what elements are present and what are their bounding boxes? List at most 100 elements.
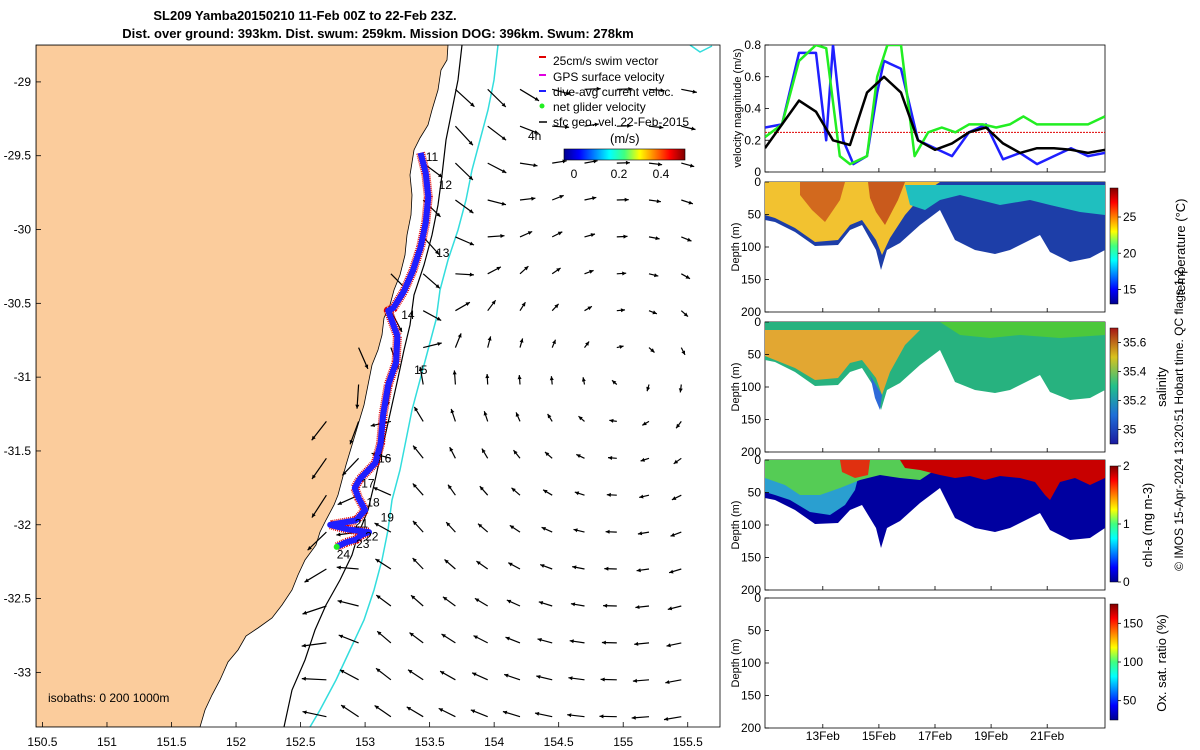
chlorophyll-high-surface [900, 460, 1105, 500]
geo-vector-head [437, 342, 442, 346]
day-label: 14 [401, 308, 415, 322]
geo-vector-head [567, 713, 572, 718]
map-colorbar [563, 148, 686, 161]
colorbar-tick-label: 35.4 [1123, 365, 1147, 379]
geo-vector-head [624, 197, 629, 202]
geo-vector-head [465, 302, 470, 306]
salinity-clabel: salinity [1154, 367, 1169, 407]
geo-vector-head [457, 333, 462, 338]
track-line [327, 152, 432, 550]
geo-vector-head [600, 677, 605, 682]
geo-vector-head [302, 710, 307, 715]
geo-vector-head [483, 411, 488, 416]
geo-vector-head [691, 126, 696, 131]
day-label: 17 [361, 476, 375, 490]
oxygen-colorbar [1109, 603, 1119, 721]
geo-vector-head [637, 531, 643, 536]
geo-vector-head [601, 640, 606, 645]
geo-vector-head [412, 558, 417, 563]
day-label: 18 [366, 496, 380, 510]
geo-vector-head [566, 91, 571, 96]
geo-vector-head [304, 578, 309, 583]
velocity-ylabel: velocity magnitude (m/s) [732, 48, 744, 167]
geo-vector-head [654, 273, 659, 278]
geo-vector-head [634, 641, 639, 646]
geo-vector-head [338, 634, 344, 639]
depth-tick-label: 50 [748, 624, 762, 638]
geo-vector-head [441, 634, 446, 638]
geo-vector-head [336, 532, 341, 537]
geo-vector-head [685, 275, 690, 279]
geostrophic-vectors [301, 86, 697, 721]
colorbar-tick-label: 50 [1123, 694, 1137, 708]
geo-vector [304, 568, 327, 583]
glider-track [325, 151, 433, 551]
geo-vector-head [501, 169, 507, 173]
geo-vector [311, 494, 327, 518]
map-ytick-label: -29.5 [4, 149, 32, 163]
geo-vector-head [485, 374, 490, 379]
geo-vector-head [301, 643, 306, 648]
geo-vector-head [337, 599, 342, 604]
geo-vector-head [576, 454, 581, 458]
geo-vector-head [655, 236, 660, 241]
map-colorbar-tick: 0.2 [611, 167, 628, 181]
geo-vector-head [531, 196, 536, 201]
geo-vector-head [612, 380, 617, 385]
geo-vector-head [587, 306, 592, 311]
colorbar-tick-label: 25 [1123, 210, 1137, 224]
legend-label-current: dive-avg current veloc. [553, 85, 674, 99]
map-xtick-label: 154.5 [544, 735, 574, 749]
geo-vector-head [639, 494, 644, 499]
map-xtick-label: 152 [226, 735, 246, 749]
chlorophyll-green-layer [765, 460, 940, 495]
geo-vector-head [590, 233, 595, 237]
geo-vector-head [537, 638, 542, 642]
geo-vector-head [636, 568, 641, 573]
geo-vector-head [501, 201, 506, 206]
geo-vector-head [565, 125, 570, 129]
colorbar-tick-label: 2 [1123, 459, 1130, 473]
title-line1: SL209 Yamba20150210 11-Feb 00Z to 22-Feb… [153, 8, 456, 23]
geo-vector-head [436, 212, 441, 217]
colorbar-tick-label: 20 [1123, 246, 1137, 260]
geo-vector-head [687, 237, 692, 242]
geo-vector-head [659, 125, 664, 130]
geo-vector-head [342, 471, 347, 476]
geo-vector-head [341, 705, 346, 709]
depth-tick-label: 0 [754, 315, 761, 329]
temperature-ylabel: Depth (m) [730, 223, 742, 272]
depth-tick-label: 100 [741, 656, 761, 670]
oxygen-ylabel: Depth (m) [730, 639, 742, 688]
geo-vector-head [374, 523, 379, 527]
temperature-mixed-layer [905, 185, 1105, 215]
geo-vector-head [408, 669, 413, 674]
geo-vector-head [414, 406, 419, 412]
geo-vector-head [509, 525, 515, 530]
geo-vector-head [470, 709, 476, 714]
day-label: 11 [426, 150, 439, 164]
reference-vector-label: 4h [528, 129, 541, 143]
map-xtick-label: 152.5 [286, 735, 316, 749]
day-label: 22 [365, 530, 379, 544]
oxygen-cticks: 50 100 150 [1118, 616, 1143, 708]
velocity-frame [764, 44, 1106, 173]
geo-vector-head [545, 452, 550, 457]
geo-vector-head [438, 708, 444, 712]
salinity-ylabel: Depth (m) [730, 363, 742, 412]
geo-vector-head [585, 341, 590, 346]
geo-vector-head [473, 635, 478, 640]
day-label: 16 [378, 451, 392, 465]
colorbar-tick-label: 150 [1123, 616, 1143, 630]
geo-vector-head [349, 439, 354, 445]
depth-tick-label: 0 [754, 175, 761, 189]
geo-vector [311, 457, 327, 480]
geo-vector-head [557, 231, 563, 236]
geo-vector-head [376, 595, 381, 600]
geo-vector-head [562, 159, 567, 164]
map-ytick-label: -31.5 [4, 444, 32, 458]
geo-vector-head [559, 195, 564, 199]
geo-vector-head [592, 196, 597, 201]
